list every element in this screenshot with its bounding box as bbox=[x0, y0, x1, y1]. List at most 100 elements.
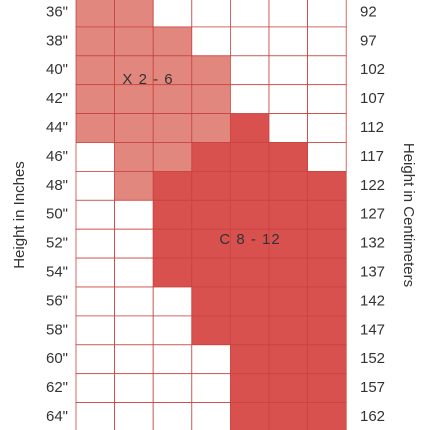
grid-cell bbox=[75, 26, 115, 57]
grid-cell bbox=[191, 257, 231, 288]
right-label: 152 bbox=[360, 350, 385, 367]
grid-cell bbox=[229, 170, 270, 201]
grid-cell bbox=[307, 402, 347, 430]
grid-cell bbox=[307, 228, 347, 259]
left-label: 56" bbox=[46, 292, 68, 309]
grid-cell bbox=[307, 170, 347, 201]
right-label: 137 bbox=[360, 264, 385, 281]
grid-cell bbox=[75, 315, 115, 346]
right-label: 127 bbox=[360, 206, 385, 223]
grid-cell bbox=[307, 315, 347, 346]
grid-cell bbox=[114, 286, 154, 317]
grid-cell bbox=[191, 170, 231, 201]
grid-cell bbox=[307, 373, 347, 404]
right-label: 97 bbox=[360, 32, 377, 49]
left-label: 48" bbox=[46, 177, 68, 194]
grid-cell bbox=[152, 55, 193, 86]
grid-cell bbox=[307, 55, 347, 86]
grid-cell bbox=[114, 402, 154, 430]
left-axis-title: Height in Inches bbox=[11, 161, 28, 269]
grid-cell bbox=[152, 257, 193, 288]
grid-cell bbox=[268, 257, 308, 288]
grid-cell bbox=[114, 315, 154, 346]
grid-cell bbox=[268, 344, 308, 375]
left-label: 62" bbox=[46, 379, 68, 396]
grid-cell bbox=[268, 402, 308, 430]
grid-cell bbox=[191, 26, 231, 57]
grid-cell bbox=[75, 199, 115, 230]
grid-cell bbox=[152, 373, 193, 404]
right-label: 157 bbox=[360, 379, 385, 396]
grid-cell bbox=[152, 142, 193, 172]
grid-cell bbox=[191, 199, 231, 230]
right-label: 147 bbox=[360, 321, 385, 338]
grid-cell bbox=[75, 170, 115, 201]
left-label: 52" bbox=[46, 235, 68, 252]
grid-cell bbox=[307, 199, 347, 230]
grid-cell bbox=[229, 55, 270, 86]
grid-cell bbox=[152, 26, 193, 57]
grid-cell bbox=[191, 373, 231, 404]
grid-cell bbox=[191, 286, 231, 317]
grid-cell bbox=[152, 199, 193, 230]
grid-cell bbox=[268, 55, 308, 86]
grid-cell bbox=[114, 0, 154, 28]
grid-cell bbox=[307, 257, 347, 288]
grid-cell bbox=[229, 113, 270, 143]
grid-cell bbox=[191, 113, 231, 143]
grid-cell bbox=[191, 55, 231, 86]
grid-cell bbox=[229, 344, 270, 375]
grid-cell bbox=[229, 0, 270, 28]
right-axis-title: Height in Centimeters bbox=[400, 143, 417, 287]
grid-cell bbox=[268, 0, 308, 28]
grid-cell bbox=[75, 55, 115, 86]
grid-cell bbox=[229, 373, 270, 404]
grid-cell bbox=[152, 315, 193, 346]
grid-cell bbox=[229, 286, 270, 317]
left-label: 50" bbox=[46, 206, 68, 223]
grid-cell bbox=[229, 26, 270, 57]
left-label: 38" bbox=[46, 32, 68, 49]
grid-cell bbox=[152, 84, 193, 114]
grid-cell bbox=[152, 344, 193, 375]
right-label: 142 bbox=[360, 292, 385, 309]
grid-cell bbox=[114, 228, 154, 259]
grid-cell bbox=[75, 0, 115, 28]
grid-cell bbox=[191, 0, 231, 28]
grid-cell bbox=[229, 402, 270, 430]
grid-cell bbox=[152, 0, 193, 28]
grid-cell bbox=[229, 315, 270, 346]
grid-cell bbox=[229, 84, 270, 114]
region-label: C 8 - 12 bbox=[219, 231, 280, 248]
grid-cell bbox=[191, 142, 231, 172]
grid-cell bbox=[268, 84, 308, 114]
grid-cell bbox=[268, 286, 308, 317]
left-label: 64" bbox=[46, 408, 68, 425]
grid-cell bbox=[268, 315, 308, 346]
grid-cell bbox=[268, 373, 308, 404]
grid-cell bbox=[268, 170, 308, 201]
grid-cell bbox=[114, 344, 154, 375]
grid-cell bbox=[75, 286, 115, 317]
grid-cell bbox=[152, 113, 193, 143]
left-label: 60" bbox=[46, 350, 68, 367]
grid-cell bbox=[75, 113, 115, 143]
left-label: 54" bbox=[46, 264, 68, 281]
right-label: 92 bbox=[360, 3, 377, 20]
grid-cell bbox=[114, 373, 154, 404]
grid-cell bbox=[229, 199, 270, 230]
left-label: 36" bbox=[46, 3, 68, 20]
grid-cell bbox=[152, 170, 193, 201]
grid-cell bbox=[229, 257, 270, 288]
right-label: 107 bbox=[360, 90, 385, 107]
grid-cell bbox=[307, 84, 347, 114]
grid-cell bbox=[114, 55, 154, 86]
left-label: 40" bbox=[46, 61, 68, 78]
grid-cell bbox=[114, 84, 154, 114]
grid-cell bbox=[268, 26, 308, 57]
grid-cell bbox=[152, 402, 193, 430]
grid-cell bbox=[75, 84, 115, 114]
grid-cell bbox=[152, 228, 193, 259]
grid-cell bbox=[114, 26, 154, 57]
